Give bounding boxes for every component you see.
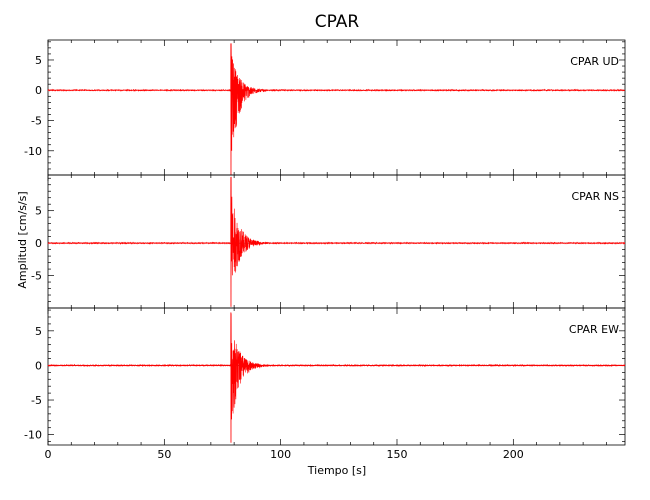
y-tick-label: 5 xyxy=(35,325,42,338)
panel-2: 5 0 -5 CPAR NS xyxy=(31,174,626,309)
y-tick-label: 0 xyxy=(35,84,42,97)
x-tick-label: 100 xyxy=(270,448,291,461)
y-tick-label: 5 xyxy=(35,205,42,218)
panel-label: CPAR NS xyxy=(572,190,620,203)
series-line-1 xyxy=(47,43,626,176)
y-tick-label: -5 xyxy=(31,270,42,283)
chart-title: CPAR xyxy=(315,12,360,32)
panel-1: 5 0 -5 -10 CPAR UD xyxy=(24,39,626,176)
x-axis-label: Tiempo [s] xyxy=(307,464,366,477)
x-tick-label: 200 xyxy=(503,448,524,461)
y-tick-label: -10 xyxy=(24,429,42,442)
y-axis-label: Amplitud [cm/s/s] xyxy=(16,191,29,288)
x-tick-label: 50 xyxy=(157,448,171,461)
y-tick-label: -5 xyxy=(31,394,42,407)
y-tick-label: 0 xyxy=(35,237,42,250)
panel-frame xyxy=(47,39,626,176)
x-axis: 0 50 100 150 200 xyxy=(45,448,524,461)
panel-frame xyxy=(47,307,626,446)
series-line-3 xyxy=(47,312,626,443)
panel-3: 5 0 -5 -10 CPAR EW xyxy=(24,307,626,446)
y-tick-label: 0 xyxy=(35,359,42,372)
series-line-2 xyxy=(47,176,626,307)
panel-frame xyxy=(47,174,626,309)
y-tick-label: -10 xyxy=(24,145,42,158)
x-tick-label: 150 xyxy=(386,448,407,461)
x-tick-label: 0 xyxy=(45,448,52,461)
panels: 5 0 -5 -10 CPAR UD 5 0 -5 CPAR NS 5 0 -5 -10 CPAR EW xyxy=(24,39,626,446)
panel-label: CPAR UD xyxy=(570,55,619,68)
panel-label: CPAR EW xyxy=(569,323,619,336)
y-tick-label: 5 xyxy=(35,54,42,67)
y-tick-label: -5 xyxy=(31,115,42,128)
